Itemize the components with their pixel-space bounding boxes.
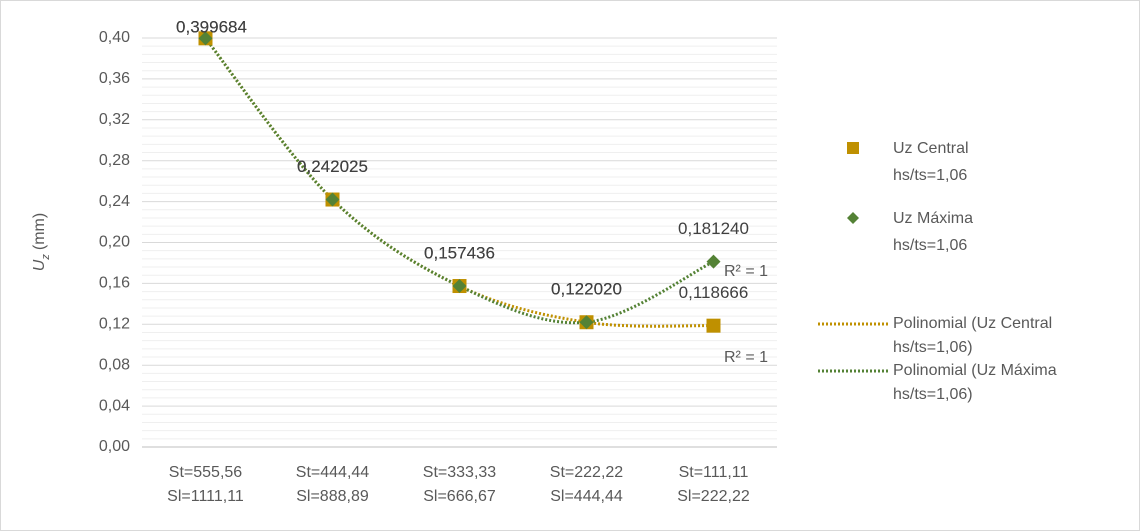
y-label-subscript: z <box>40 254 52 261</box>
legend-label: hs/ts=1,06 <box>893 167 967 184</box>
y-tick-label: 0,28 <box>99 152 130 169</box>
legend-swatch <box>847 142 859 154</box>
data-label: 0,242025 <box>297 157 368 176</box>
y-tick-label: 0,12 <box>99 316 130 333</box>
y-tick-label: 0,08 <box>99 356 130 373</box>
legend-label: Polinomial (Uz Máxima <box>893 362 1057 379</box>
y-tick-label: 0,32 <box>99 111 130 128</box>
grid <box>142 37 777 448</box>
x-tick-label: Sl=888,89 <box>296 488 369 505</box>
x-tick-label: Sl=222,22 <box>677 488 750 505</box>
data-label: 0,242025 <box>297 157 368 176</box>
r2-label: R² = 1 <box>724 263 768 280</box>
data-label: 0,118666 <box>679 283 749 302</box>
data-label: 0,157436 <box>424 244 495 263</box>
y-tick-label: 0,24 <box>99 193 130 210</box>
data-label: 0,181240 <box>678 219 749 238</box>
data-label: 0,157436 <box>424 244 495 263</box>
y-tick-label: 0,20 <box>99 234 130 251</box>
y-label-unit: (mm) <box>31 213 48 250</box>
y-label-symbol: U <box>31 259 48 271</box>
x-tick-label: St=333,33 <box>423 464 497 481</box>
data-label: 0,399684 <box>176 17 247 36</box>
trendline <box>204 37 715 325</box>
marker-diamond <box>198 31 213 46</box>
legend-label: Uz Máxima <box>893 210 973 227</box>
r2-label: R² = 1 <box>724 349 768 366</box>
x-tick-label: Sl=1111,11 <box>167 488 244 505</box>
legend-label: Uz Central <box>893 140 969 157</box>
marker-diamond <box>325 192 340 207</box>
data-label: 0,122020 <box>551 280 622 299</box>
y-tick-label: 0,40 <box>99 29 130 46</box>
y-tick-label: 0,04 <box>99 397 130 414</box>
marker-square <box>706 318 721 333</box>
y-tick-label: 0,36 <box>99 70 130 87</box>
x-tick-label: St=555,56 <box>169 464 243 481</box>
legend-label: hs/ts=1,06 <box>893 237 967 254</box>
x-tick-label: St=222,22 <box>550 464 624 481</box>
x-tick-label: Sl=444,44 <box>550 488 623 505</box>
legend-label: Polinomial (Uz Central <box>893 315 1052 332</box>
marker-diamond <box>706 254 721 269</box>
x-tick-label: St=444,44 <box>296 464 370 481</box>
marker-diamond <box>452 279 467 294</box>
x-tick-label: St=111,11 <box>679 464 749 481</box>
data-label: 0,122020 <box>551 280 622 299</box>
data-label: 0,399684 <box>176 17 247 36</box>
marker-diamond <box>579 315 594 330</box>
legend-swatch <box>847 212 859 224</box>
y-tick-label: 0,00 <box>99 438 130 455</box>
y-tick-label: 0,16 <box>99 275 130 292</box>
legend-label: hs/ts=1,06) <box>893 386 973 403</box>
legend-label: hs/ts=1,06) <box>893 339 973 356</box>
x-tick-label: Sl=666,67 <box>423 488 496 505</box>
y-axis-label: Uz (mm) <box>31 213 52 271</box>
